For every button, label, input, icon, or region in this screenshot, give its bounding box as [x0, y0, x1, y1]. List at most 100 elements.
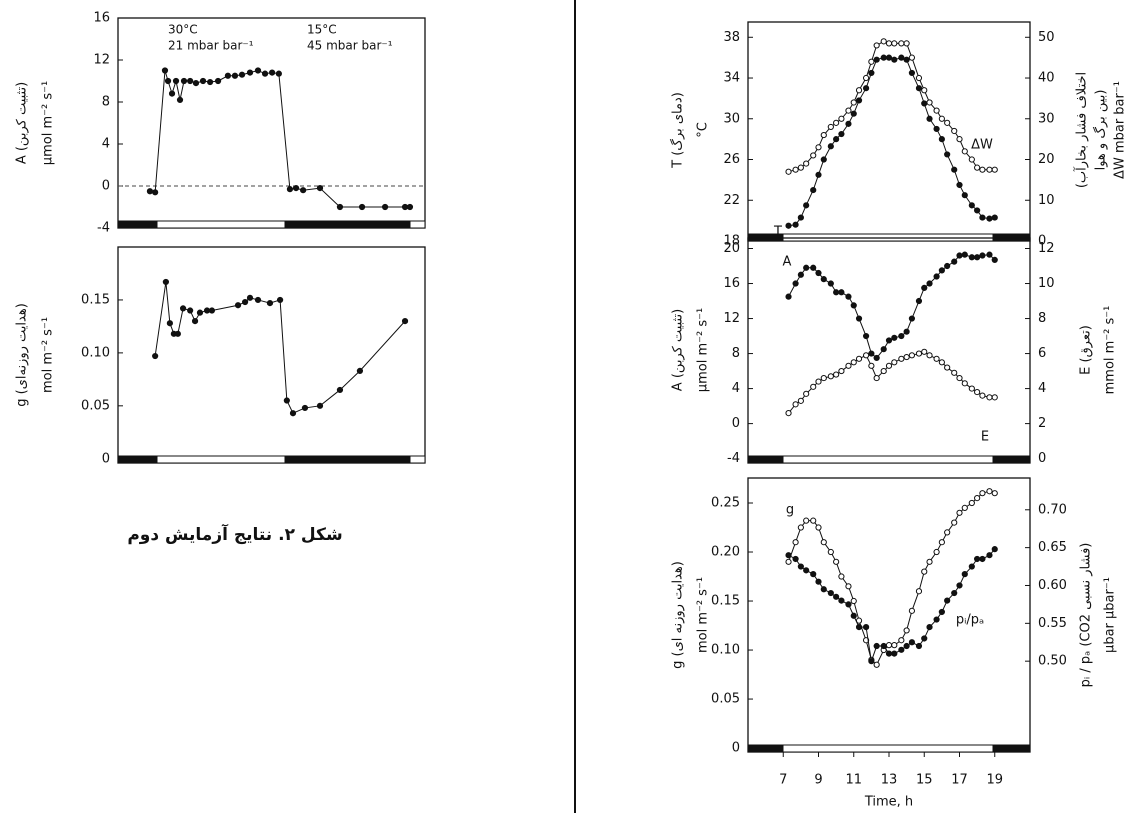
- data-point: [167, 321, 172, 326]
- data-point: [277, 297, 282, 302]
- data-point: [247, 295, 252, 300]
- data-point: [922, 569, 927, 574]
- data-line: [789, 58, 995, 226]
- data-point: [846, 294, 851, 299]
- data-point: [904, 41, 909, 46]
- y-axis-label: mol m⁻² s⁻¹: [696, 577, 711, 653]
- data-point: [153, 353, 158, 358]
- data-point: [969, 500, 974, 505]
- night-bar: [118, 221, 157, 228]
- data-point: [811, 153, 816, 158]
- data-point: [957, 182, 962, 187]
- data-point: [909, 316, 914, 321]
- y2-tick-label: 0.65: [1038, 540, 1067, 555]
- y-tick-label: 8: [102, 95, 110, 110]
- data-point: [839, 598, 844, 603]
- data-point: [200, 78, 205, 83]
- series-label: T: [773, 225, 782, 240]
- data-point: [939, 137, 944, 142]
- data-point: [828, 281, 833, 286]
- data-point: [828, 144, 833, 149]
- data-point: [916, 75, 921, 80]
- data-point: [804, 568, 809, 573]
- plot-frame: [748, 478, 1030, 752]
- y-tick-label: 20: [723, 241, 740, 256]
- y-tick-label: 0.05: [711, 692, 740, 707]
- data-point: [922, 101, 927, 106]
- data-point: [927, 281, 932, 286]
- data-point: [262, 71, 267, 76]
- data-point: [957, 253, 962, 258]
- y-axis-label: A (تثبیت کربن): [671, 309, 686, 391]
- series-label: E: [981, 430, 989, 445]
- data-point: [892, 335, 897, 340]
- data-point: [169, 91, 174, 96]
- data-point: [846, 108, 851, 113]
- data-point: [839, 368, 844, 373]
- series-label: ΔW: [971, 138, 993, 153]
- y2-tick-label: 0.55: [1038, 616, 1067, 631]
- data-point: [821, 157, 826, 162]
- data-point: [153, 190, 158, 195]
- y-tick-label: -4: [97, 221, 110, 236]
- data-point: [957, 510, 962, 515]
- y-tick-label: -4: [727, 451, 740, 466]
- day-bar: [410, 456, 425, 463]
- data-point: [975, 389, 980, 394]
- data-point: [834, 594, 839, 599]
- data-point: [793, 222, 798, 227]
- data-point: [927, 353, 932, 358]
- y2-axis-label: (اختلاف فشار بخارآب: [1073, 72, 1090, 188]
- y-tick-label: 30: [723, 111, 740, 126]
- data-point: [232, 73, 237, 78]
- data-point: [934, 126, 939, 131]
- data-point: [839, 116, 844, 121]
- data-point: [856, 356, 861, 361]
- data-point: [987, 395, 992, 400]
- data-point: [863, 353, 868, 358]
- data-point: [952, 520, 957, 525]
- data-point: [980, 393, 985, 398]
- y2-axis-label: E (تعرق): [1079, 325, 1094, 375]
- y-tick-label: 0.10: [711, 643, 740, 658]
- data-point: [793, 281, 798, 286]
- data-point: [192, 319, 197, 324]
- data-point: [952, 259, 957, 264]
- data-point: [828, 590, 833, 595]
- data-point: [821, 375, 826, 380]
- data-point: [909, 70, 914, 75]
- data-point: [909, 55, 914, 60]
- data-point: [786, 169, 791, 174]
- data-point: [804, 518, 809, 523]
- y-tick-label: 0: [732, 416, 740, 431]
- x-tick-label: 19: [986, 773, 1003, 788]
- data-point: [407, 204, 412, 209]
- data-point: [975, 556, 980, 561]
- data-point: [846, 584, 851, 589]
- data-point: [945, 263, 950, 268]
- data-point: [267, 301, 272, 306]
- night-bar: [748, 745, 783, 752]
- x-tick-label: 9: [814, 773, 822, 788]
- data-point: [798, 215, 803, 220]
- data-point: [811, 265, 816, 270]
- y2-axis-label: بین برگ و هوا): [1092, 90, 1109, 171]
- data-point: [904, 628, 909, 633]
- data-point: [927, 116, 932, 121]
- data-point: [786, 294, 791, 299]
- data-point: [886, 643, 891, 648]
- data-point: [247, 70, 252, 75]
- data-point: [197, 310, 202, 315]
- data-point: [980, 556, 985, 561]
- data-point: [874, 355, 879, 360]
- data-point: [863, 333, 868, 338]
- data-point: [969, 255, 974, 260]
- data-point: [863, 75, 868, 80]
- x-tick-label: 11: [845, 773, 862, 788]
- data-point: [874, 57, 879, 62]
- y2-tick-label: 12: [1038, 241, 1055, 256]
- data-point: [922, 285, 927, 290]
- data-point: [962, 381, 967, 386]
- data-point: [899, 638, 904, 643]
- data-point: [945, 152, 950, 157]
